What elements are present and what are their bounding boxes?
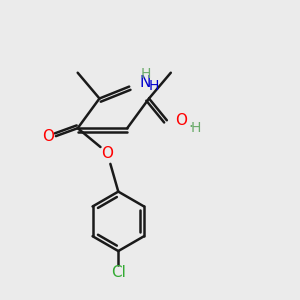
Text: Cl: Cl xyxy=(111,266,126,280)
Text: H: H xyxy=(141,67,152,81)
Text: O: O xyxy=(42,129,54,144)
Text: N: N xyxy=(139,75,151,90)
Text: H: H xyxy=(149,79,159,93)
Text: H: H xyxy=(190,121,201,135)
Text: O: O xyxy=(175,113,187,128)
Text: ·: · xyxy=(189,120,194,135)
Text: O: O xyxy=(101,146,113,161)
